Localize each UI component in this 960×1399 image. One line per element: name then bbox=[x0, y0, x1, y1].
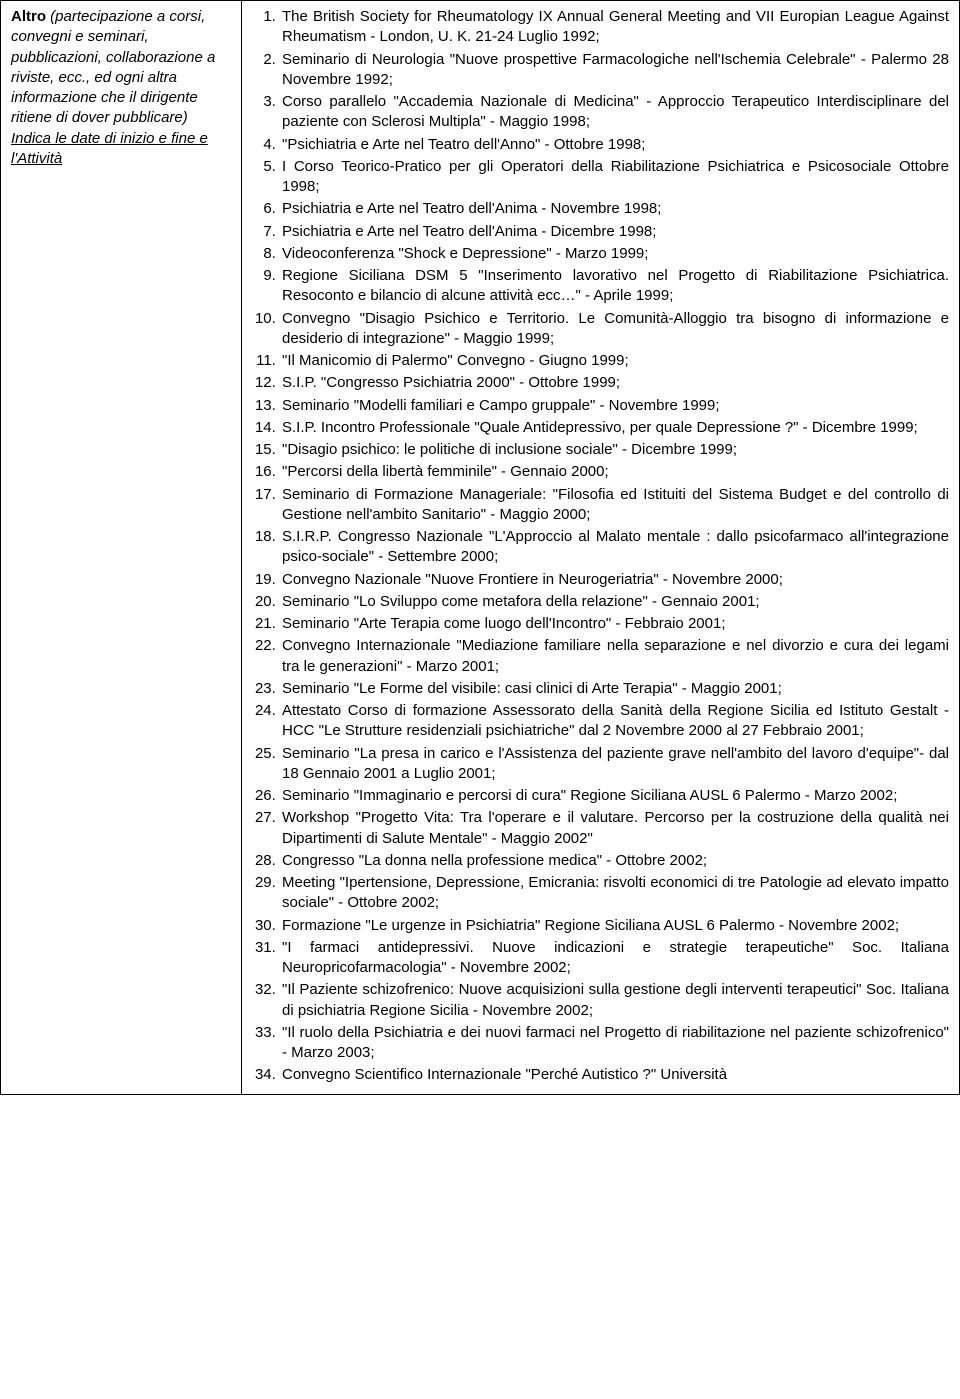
list-item: The British Society for Rheumatology IX … bbox=[280, 7, 949, 48]
list-item: Seminario di Neurologia "Nuove prospetti… bbox=[280, 50, 949, 91]
list-item: "Il Manicomio di Palermo" Convegno - Giu… bbox=[280, 351, 949, 371]
cv-table: Altro (partecipazione a corsi, convegni … bbox=[0, 0, 960, 1095]
list-item: Seminario "Lo Sviluppo come metafora del… bbox=[280, 592, 949, 612]
right-column: The British Society for Rheumatology IX … bbox=[242, 1, 960, 1095]
left-column: Altro (partecipazione a corsi, convegni … bbox=[1, 1, 242, 1095]
activities-list: The British Society for Rheumatology IX … bbox=[252, 7, 949, 1086]
list-item: Seminario "Arte Terapia come luogo dell'… bbox=[280, 614, 949, 634]
list-item: Convegno Internazionale "Mediazione fami… bbox=[280, 636, 949, 677]
list-item: Seminario "Le Forme del visibile: casi c… bbox=[280, 679, 949, 699]
document-page: Altro (partecipazione a corsi, convegni … bbox=[0, 0, 960, 1095]
list-item: "Il ruolo della Psichiatria e dei nuovi … bbox=[280, 1023, 949, 1064]
list-item: Psichiatria e Arte nel Teatro dell'Anima… bbox=[280, 222, 949, 242]
list-item: Convegno Nazionale "Nuove Frontiere in N… bbox=[280, 570, 949, 590]
list-item: S.I.R.P. Congresso Nazionale "L'Approcci… bbox=[280, 527, 949, 568]
list-item: Seminario "Modelli familiari e Campo gru… bbox=[280, 396, 949, 416]
list-item: Attestato Corso di formazione Assessorat… bbox=[280, 701, 949, 742]
list-item: Meeting "Ipertensione, Depressione, Emic… bbox=[280, 873, 949, 914]
list-item: S.I.P. Incontro Professionale "Quale Ant… bbox=[280, 418, 949, 438]
section-subtitle: (partecipazione a corsi, convegni e semi… bbox=[11, 8, 215, 126]
list-item: S.I.P. "Congresso Psichiatria 2000" - Ot… bbox=[280, 373, 949, 393]
list-item: Congresso "La donna nella professione me… bbox=[280, 851, 949, 871]
list-item: "Il Paziente schizofrenico: Nuove acquis… bbox=[280, 980, 949, 1021]
table-row: Altro (partecipazione a corsi, convegni … bbox=[1, 1, 960, 1095]
list-item: Regione Siciliana DSM 5 "Inserimento lav… bbox=[280, 266, 949, 307]
list-item: Convegno "Disagio Psichico e Territorio.… bbox=[280, 309, 949, 350]
section-title: Altro bbox=[11, 8, 46, 25]
list-item: "Disagio psichico: le politiche di inclu… bbox=[280, 440, 949, 460]
list-item: "Percorsi della libertà femminile" - Gen… bbox=[280, 462, 949, 482]
list-item: Seminario "Immaginario e percorsi di cur… bbox=[280, 786, 949, 806]
list-item: Psichiatria e Arte nel Teatro dell'Anima… bbox=[280, 199, 949, 219]
list-item: "I farmaci antidepressivi. Nuove indicaz… bbox=[280, 938, 949, 979]
list-item: "Psichiatria e Arte nel Teatro dell'Anno… bbox=[280, 135, 949, 155]
section-instruction: Indica le date di inizio e fine e l'Atti… bbox=[11, 130, 208, 167]
list-item: Formazione "Le urgenze in Psichiatria" R… bbox=[280, 916, 949, 936]
list-item: Seminario "La presa in carico e l'Assist… bbox=[280, 744, 949, 785]
list-item: Convegno Scientifico Internazionale "Per… bbox=[280, 1065, 949, 1085]
list-item: I Corso Teorico-Pratico per gli Operator… bbox=[280, 157, 949, 198]
list-item: Videoconferenza "Shock e Depressione" - … bbox=[280, 244, 949, 264]
list-item: Seminario di Formazione Manageriale: "Fi… bbox=[280, 485, 949, 526]
list-item: Corso parallelo "Accademia Nazionale di … bbox=[280, 92, 949, 133]
list-item: Workshop "Progetto Vita: Tra l'operare e… bbox=[280, 808, 949, 849]
